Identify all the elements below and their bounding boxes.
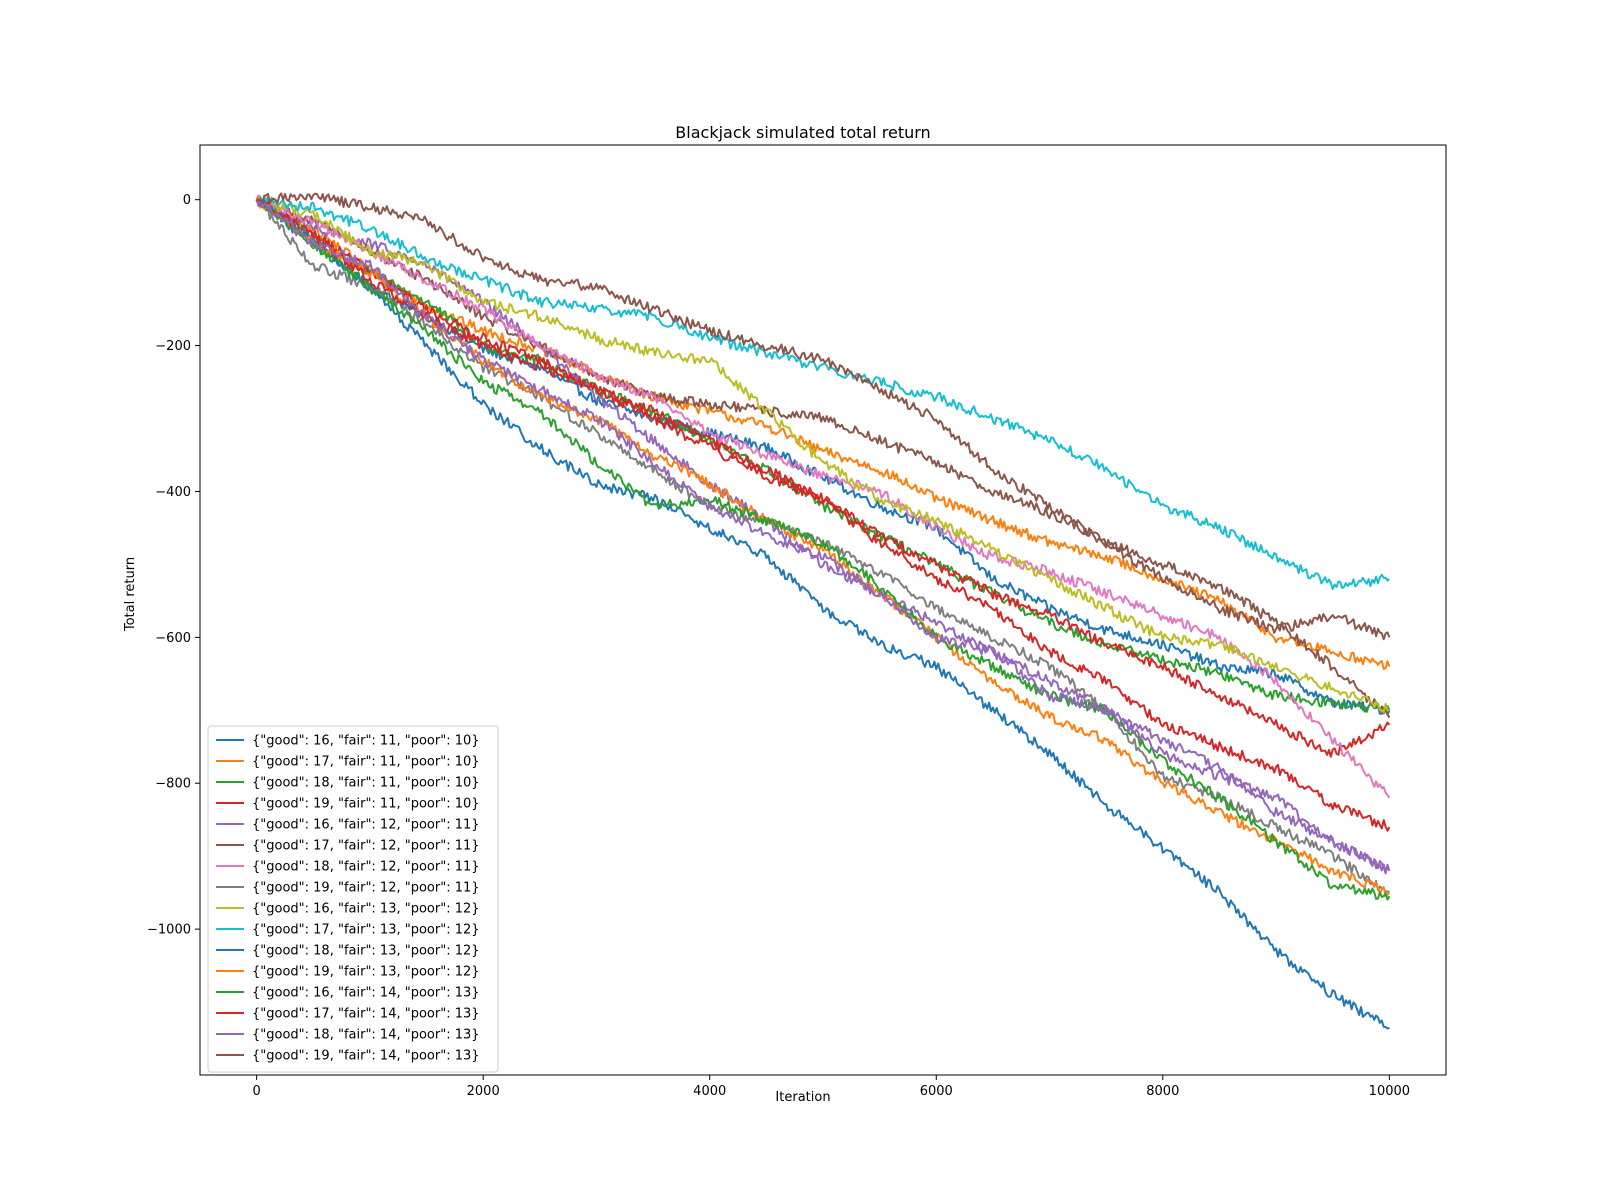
series-line xyxy=(256,192,1391,641)
legend-entry-label: {"good": 16, "fair": 13, "poor": 12} xyxy=(252,902,480,917)
series-line xyxy=(255,199,1390,894)
x-tick-label: 6000 xyxy=(920,1084,953,1099)
legend-entry-label: {"good": 17, "fair": 12, "poor": 11} xyxy=(252,839,480,854)
legend-entry-label: {"good": 16, "fair": 14, "poor": 13} xyxy=(252,986,480,1001)
y-tick-label: 0 xyxy=(183,193,191,208)
series-line xyxy=(255,198,1390,1030)
legend-entry-label: {"good": 19, "fair": 13, "poor": 12} xyxy=(252,965,480,980)
legend-entry-label: {"good": 19, "fair": 12, "poor": 11} xyxy=(252,881,480,896)
legend-entry-label: {"good": 17, "fair": 14, "poor": 13} xyxy=(252,1007,480,1022)
x-tick-label: 8000 xyxy=(1146,1084,1179,1099)
x-tick-label: 0 xyxy=(252,1084,260,1099)
legend-box xyxy=(207,725,499,1073)
series-line xyxy=(255,199,1391,901)
y-tick-label: −400 xyxy=(155,485,191,500)
x-axis-ticks: 0 2000 4000 6000 8000 10000 xyxy=(252,1075,1410,1099)
legend-entry-label: {"good": 18, "fair": 12, "poor": 11} xyxy=(252,860,480,875)
x-tick-label: 2000 xyxy=(467,1084,500,1099)
legend: {"good": 16, "fair": 11, "poor": 10} {"go… xyxy=(207,725,499,1073)
legend-entry-label: {"good": 17, "fair": 11, "poor": 10} xyxy=(252,755,480,770)
x-axis-label: Iteration xyxy=(775,1090,830,1105)
series-line xyxy=(255,196,1390,713)
legend-entry-label: {"good": 18, "fair": 13, "poor": 12} xyxy=(252,944,480,959)
legend-entry-label: {"good": 18, "fair": 14, "poor": 13} xyxy=(252,1028,480,1043)
chart-title: Blackjack simulated total return xyxy=(675,123,930,142)
series-layer xyxy=(255,192,1391,1030)
y-tick-label: −800 xyxy=(155,777,191,792)
legend-entry-label: {"good": 18, "fair": 11, "poor": 10} xyxy=(252,776,480,791)
series-line xyxy=(256,198,1391,719)
y-tick-label: −200 xyxy=(155,339,191,354)
series-line xyxy=(255,195,1391,590)
legend-entry-label: {"good": 17, "fair": 13, "poor": 12} xyxy=(252,923,480,938)
legend-entry-label: {"good": 16, "fair": 12, "poor": 11} xyxy=(252,818,480,833)
y-tick-label: −1000 xyxy=(147,923,191,938)
series-line xyxy=(255,194,1391,799)
series-line xyxy=(255,196,1391,897)
y-axis-label: Total return xyxy=(123,557,138,632)
y-tick-label: −600 xyxy=(155,631,191,646)
x-tick-label: 10000 xyxy=(1369,1084,1410,1099)
y-axis-ticks: 0 −200 −400 −600 −800 −1000 xyxy=(147,193,200,938)
series-line xyxy=(255,198,1391,875)
plot-frame xyxy=(199,144,1447,1076)
legend-entry-label: {"good": 16, "fair": 11, "poor": 10} xyxy=(252,734,480,749)
legend-entry-label: {"good": 19, "fair": 11, "poor": 10} xyxy=(252,797,480,812)
x-tick-label: 4000 xyxy=(693,1084,726,1099)
legend-entry-label: {"good": 19, "fair": 14, "poor": 13} xyxy=(252,1049,480,1064)
